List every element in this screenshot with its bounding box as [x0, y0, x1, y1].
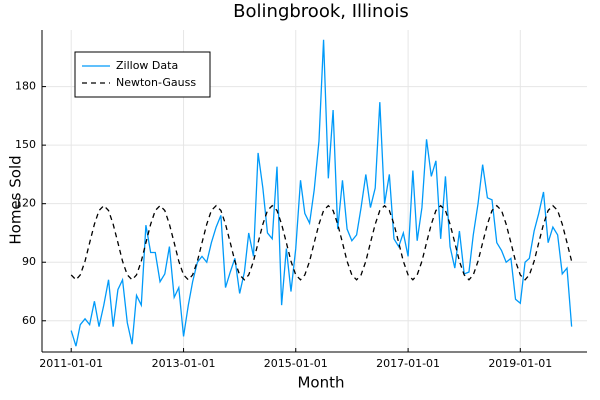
x-tick-label: 2017-01-01 — [376, 357, 440, 370]
legend-box — [74, 51, 211, 98]
x-tick-label: 2019-01-01 — [488, 357, 552, 370]
legend-label: Newton-Gauss — [116, 76, 196, 89]
x-axis-label: Month — [297, 374, 344, 392]
chart-title: Bolingbrook, Illinois — [233, 1, 409, 22]
y-axis-label: Homes Sold — [7, 155, 25, 244]
legend-label: Zillow Data — [116, 59, 178, 72]
y-tick-label: 60 — [22, 314, 36, 327]
x-tick-label: 2011-01-01 — [39, 357, 103, 370]
y-tick-label: 180 — [15, 80, 36, 93]
y-tick-label: 120 — [15, 197, 36, 210]
y-tick-label: 150 — [15, 138, 36, 151]
line-series — [70, 39, 573, 347]
x-tick-label: 2013-01-01 — [152, 357, 216, 370]
y-tick-label: 90 — [22, 255, 36, 268]
x-tick-label: 2015-01-01 — [264, 357, 328, 370]
line-series — [70, 204, 573, 281]
